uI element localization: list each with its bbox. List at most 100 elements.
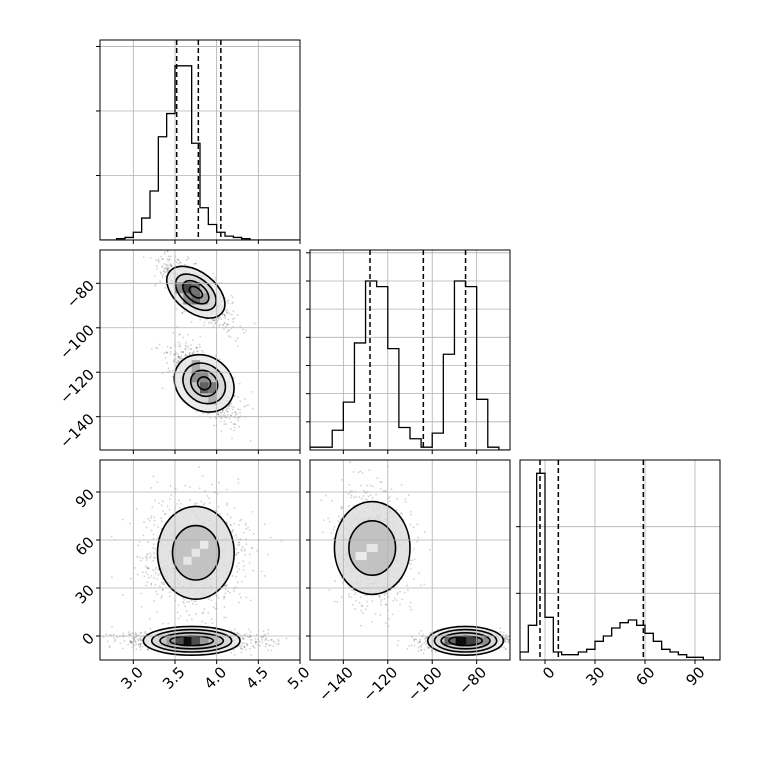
scatter-point bbox=[237, 541, 240, 544]
scatter-point bbox=[225, 616, 228, 619]
scatter-point bbox=[160, 272, 163, 275]
scatter-point bbox=[234, 411, 236, 414]
scatter-point bbox=[232, 590, 235, 593]
scatter-point bbox=[367, 495, 370, 498]
scatter-point bbox=[166, 345, 169, 348]
scatter-point bbox=[177, 262, 180, 265]
scatter-point bbox=[245, 527, 248, 530]
scatter-point bbox=[223, 420, 226, 423]
y-tick-label: 90 bbox=[72, 485, 98, 511]
scatter-point bbox=[265, 642, 268, 645]
x-tick-label: 3.5 bbox=[159, 663, 189, 693]
scatter-point bbox=[383, 594, 386, 597]
scatter-point bbox=[170, 265, 173, 268]
scatter-point bbox=[250, 390, 253, 393]
scatter-point bbox=[233, 429, 236, 432]
scatter-point bbox=[263, 575, 266, 577]
scatter-point bbox=[213, 424, 215, 427]
scatter-point bbox=[226, 331, 228, 334]
scatter-point bbox=[175, 307, 178, 310]
scatter-point bbox=[231, 318, 234, 321]
scatter-point bbox=[396, 591, 399, 594]
scatter-point bbox=[236, 581, 239, 584]
scatter-point bbox=[181, 357, 183, 360]
scatter-point bbox=[146, 557, 148, 559]
scatter-point bbox=[277, 640, 280, 642]
scatter-point bbox=[161, 387, 164, 390]
scatter-point bbox=[348, 505, 350, 508]
scatter-point bbox=[142, 534, 145, 537]
scatter-point bbox=[110, 576, 113, 579]
scatter-point bbox=[385, 603, 388, 606]
scatter-point bbox=[238, 632, 240, 635]
scatter-point bbox=[165, 266, 168, 268]
scatter-point bbox=[211, 319, 214, 322]
scatter-point bbox=[184, 341, 187, 344]
scatter-point bbox=[173, 353, 175, 356]
scatter-point bbox=[150, 575, 153, 577]
scatter-point bbox=[322, 519, 325, 522]
scatter-point bbox=[165, 351, 168, 354]
scatter-point bbox=[410, 563, 412, 565]
scatter-point bbox=[160, 504, 163, 507]
scatter-point bbox=[241, 546, 244, 548]
scatter-point bbox=[250, 547, 253, 550]
scatter-point bbox=[156, 347, 159, 350]
scatter-point bbox=[419, 584, 422, 587]
scatter-point bbox=[211, 483, 213, 486]
scatter-point bbox=[225, 310, 228, 313]
scatter-point bbox=[248, 647, 251, 650]
scatter-point bbox=[227, 590, 229, 593]
scatter-point bbox=[135, 648, 138, 651]
scatter-point bbox=[255, 634, 258, 636]
scatter-point bbox=[233, 507, 236, 509]
scatter-point bbox=[188, 614, 191, 617]
scatter-point bbox=[255, 640, 257, 643]
scatter-point bbox=[166, 269, 169, 272]
scatter-point bbox=[178, 333, 181, 336]
scatter-point bbox=[339, 518, 342, 520]
scatter-point bbox=[245, 543, 248, 545]
scatter-point bbox=[249, 529, 251, 532]
scatter-point bbox=[418, 632, 421, 635]
scatter-point bbox=[175, 361, 178, 364]
scatter-point bbox=[177, 357, 180, 360]
scatter-point bbox=[195, 410, 198, 413]
axes-frame bbox=[99, 39, 301, 241]
scatter-point bbox=[378, 596, 381, 599]
scatter-point bbox=[362, 495, 365, 497]
scatter-point bbox=[170, 264, 173, 267]
scatter-point bbox=[226, 504, 228, 506]
scatter-point bbox=[161, 276, 164, 279]
scatter-point bbox=[133, 644, 136, 647]
scatter-point bbox=[151, 569, 154, 571]
scatter-point bbox=[150, 515, 153, 518]
scatter-point bbox=[250, 654, 253, 656]
scatter-point bbox=[340, 478, 343, 481]
scatter-point bbox=[123, 639, 126, 642]
scatter-point bbox=[518, 641, 520, 643]
scatter-point bbox=[232, 320, 235, 323]
scatter-point bbox=[354, 608, 357, 610]
scatter-point bbox=[146, 581, 149, 584]
scatter-point bbox=[139, 639, 142, 642]
scatter-point bbox=[379, 481, 382, 483]
scatter-point bbox=[139, 646, 142, 648]
density-cell bbox=[208, 382, 217, 394]
scatter-point bbox=[190, 618, 193, 621]
scatter-point bbox=[157, 259, 160, 262]
scatter-point bbox=[193, 502, 196, 505]
scatter-point bbox=[159, 585, 161, 588]
scatter-point bbox=[413, 548, 415, 551]
scatter-point bbox=[202, 503, 205, 506]
scatter-point bbox=[418, 641, 421, 644]
scatter-point bbox=[416, 540, 419, 543]
scatter-point bbox=[166, 250, 169, 253]
scatter-point bbox=[141, 571, 144, 574]
scatter-point bbox=[162, 581, 165, 584]
density-cell bbox=[191, 293, 200, 305]
scatter-point bbox=[203, 608, 206, 610]
scatter-point bbox=[251, 407, 254, 410]
scatter-point bbox=[280, 540, 283, 542]
scatter-point bbox=[164, 287, 167, 289]
